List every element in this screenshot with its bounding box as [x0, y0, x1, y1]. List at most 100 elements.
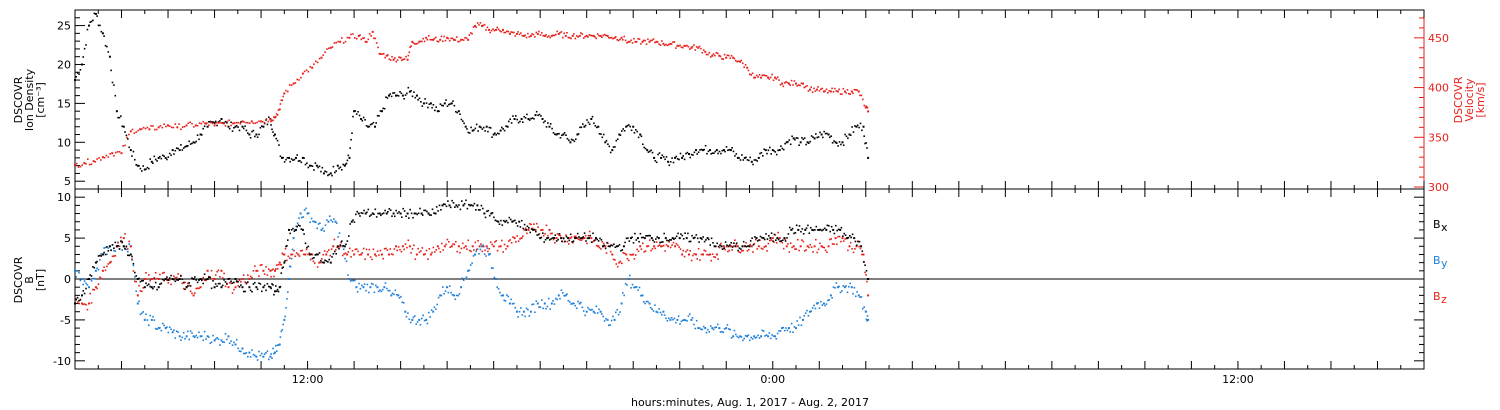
bz-point — [653, 245, 656, 248]
velocity-point — [730, 55, 733, 57]
velocity-point — [415, 43, 417, 45]
bx-point — [307, 245, 310, 248]
bz-point — [829, 238, 831, 241]
density-point — [411, 95, 414, 98]
velocity-point — [357, 34, 360, 37]
density-point — [92, 19, 94, 22]
by-point — [170, 328, 172, 331]
by-point — [656, 311, 659, 314]
bz-point — [94, 286, 97, 289]
bz-point — [227, 286, 230, 289]
velocity-point — [659, 44, 662, 46]
bz-point — [660, 245, 663, 248]
bx-point — [145, 282, 147, 285]
bz-point — [635, 254, 637, 256]
by-point — [652, 310, 655, 312]
bx-point — [101, 253, 104, 256]
velocity-point — [118, 151, 121, 153]
bz-point — [101, 269, 104, 272]
density-point — [864, 142, 866, 145]
bx-point — [682, 238, 685, 240]
density-point — [544, 120, 546, 122]
velocity-point — [648, 40, 651, 43]
density-point — [245, 129, 248, 132]
density-point — [619, 134, 622, 136]
velocity-point — [489, 31, 491, 34]
bz-point — [397, 246, 400, 248]
by-point — [581, 306, 584, 309]
density-point — [791, 135, 793, 138]
legend-subscript: y — [1441, 257, 1448, 270]
by-point — [184, 337, 186, 340]
bx-point — [663, 232, 665, 235]
by-point — [691, 317, 694, 319]
velocity-point — [444, 39, 447, 42]
by-point — [620, 302, 623, 305]
velocity-point — [651, 39, 653, 42]
density-point — [445, 99, 447, 101]
bx-point — [122, 245, 125, 248]
density-point — [146, 166, 149, 169]
bz-point — [549, 232, 552, 235]
bx-point — [410, 212, 413, 215]
density-point — [636, 130, 638, 133]
bx-point — [557, 238, 559, 241]
by-point — [152, 315, 154, 318]
by-point — [527, 308, 529, 311]
bz-point — [266, 274, 269, 276]
density-point — [676, 158, 679, 160]
density-point — [554, 133, 556, 136]
density-point — [244, 125, 246, 127]
bz-point — [417, 247, 419, 250]
density-point — [365, 125, 368, 127]
bz-point — [732, 245, 735, 247]
bx-point — [603, 244, 605, 247]
bz-point — [138, 284, 140, 287]
by-point — [860, 296, 863, 298]
by-point — [725, 327, 728, 330]
bx-point — [455, 204, 458, 207]
bz-point — [542, 234, 545, 237]
bx-point — [452, 202, 455, 204]
bz-point — [848, 245, 851, 248]
bx-point — [258, 282, 260, 284]
density-point — [335, 170, 337, 172]
velocity-point — [612, 37, 614, 40]
velocity-point — [263, 121, 266, 124]
bz-point — [348, 247, 351, 250]
density-point — [837, 145, 839, 147]
bx-point — [487, 209, 490, 212]
bz-point — [141, 290, 143, 293]
density-point — [722, 149, 725, 152]
by-point — [359, 287, 362, 290]
by-point — [390, 294, 393, 297]
density-point — [760, 152, 763, 154]
density-point — [361, 119, 364, 122]
bz-point — [139, 290, 142, 292]
bz-point — [210, 269, 213, 272]
by-point — [640, 294, 642, 297]
bz-point — [474, 241, 477, 244]
bx-point — [595, 237, 597, 240]
by-point — [608, 324, 610, 327]
velocity-point — [211, 122, 214, 125]
bz-point — [286, 259, 288, 262]
bx-point — [561, 240, 564, 243]
bx-point — [203, 273, 206, 275]
by-point — [471, 262, 473, 264]
bz-point — [731, 249, 733, 251]
density-point — [601, 136, 604, 139]
density-point — [360, 118, 363, 120]
by-point — [677, 315, 680, 317]
by-point — [231, 344, 234, 346]
velocity-point — [573, 33, 575, 35]
by-point — [251, 349, 253, 351]
density-point — [422, 102, 425, 105]
by-point — [631, 283, 634, 286]
by-point — [668, 317, 670, 319]
bz-point — [784, 238, 786, 241]
by-point — [708, 331, 711, 333]
density-point — [153, 155, 156, 158]
bx-point — [775, 239, 777, 241]
bx-point — [581, 237, 583, 240]
